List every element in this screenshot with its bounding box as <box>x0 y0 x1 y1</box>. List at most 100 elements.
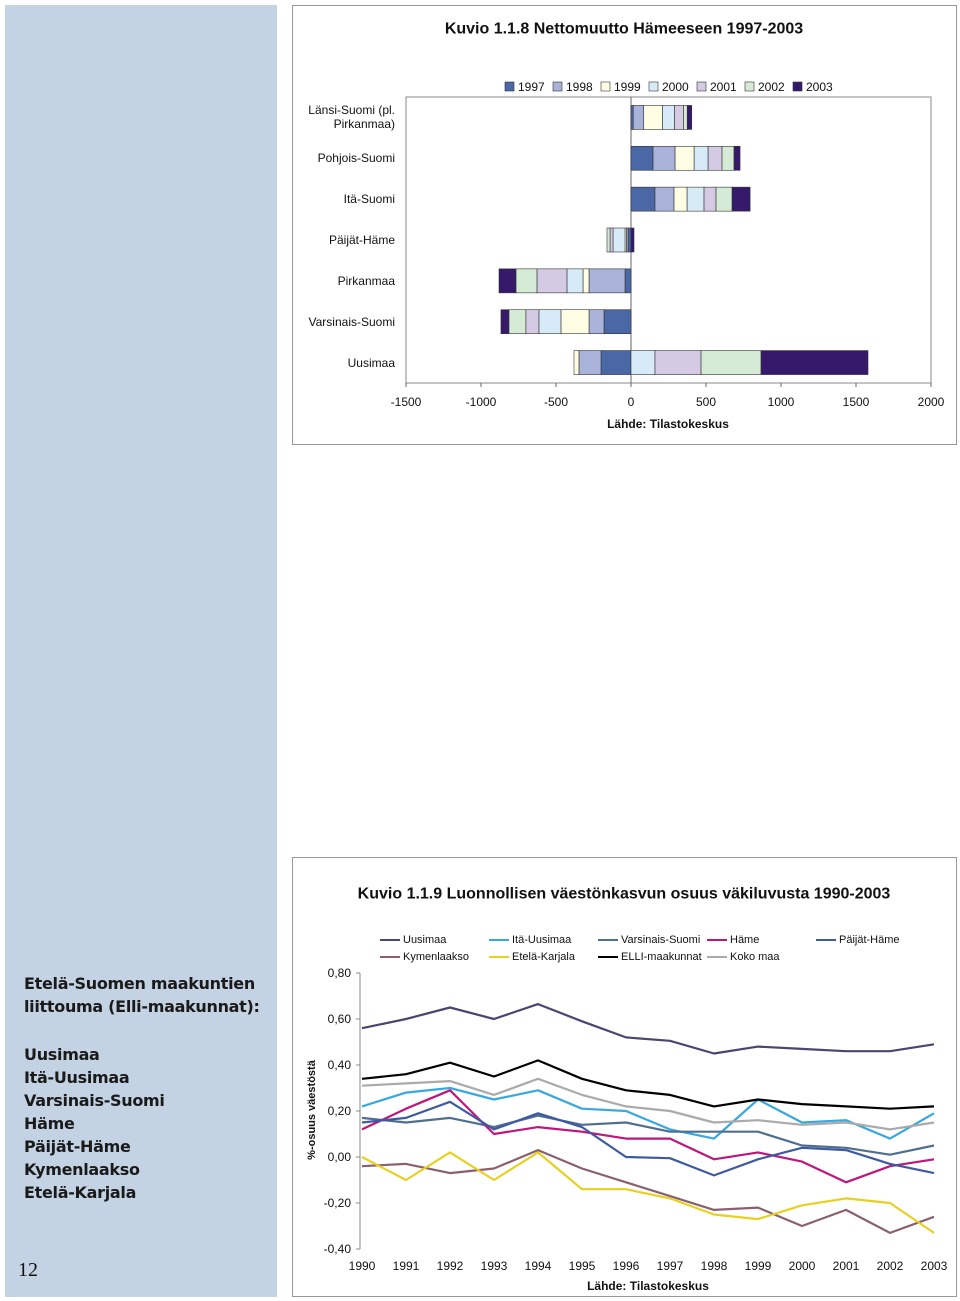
bar-segment <box>627 227 632 253</box>
x-tick-label: 1994 <box>524 1259 552 1273</box>
x-tick-label: 2002 <box>876 1259 904 1273</box>
legend-label: 1999 <box>614 80 641 94</box>
y-tick-label: 0,80 <box>327 966 351 980</box>
legend-label: Varsinais-Suomi <box>621 934 701 946</box>
bar-segment <box>674 105 684 130</box>
x-tick-label: 1992 <box>436 1259 464 1273</box>
bar-segment <box>603 309 632 335</box>
chart-frame <box>292 857 957 1297</box>
x-tick-label: 2000 <box>917 395 945 409</box>
legend-label: 2001 <box>710 80 737 94</box>
bar-segment <box>538 309 562 335</box>
sidebar-item: Etelä-Karjala <box>24 1183 137 1202</box>
series-line <box>361 1149 935 1234</box>
legend-label: 2000 <box>662 80 689 94</box>
source-note: Lähde: Tilastokeskus <box>607 417 729 431</box>
sidebar-list: Uusimaa Itä-Uusimaa Varsinais-Suomi Häme Päi… <box>24 1043 165 1204</box>
x-tick-label: 0 <box>627 395 635 409</box>
y-tick-label: 0,40 <box>327 1058 351 1072</box>
legend-swatch <box>504 81 515 92</box>
y-tick-label: Uusimaa <box>347 355 395 370</box>
bar-segment <box>700 350 762 375</box>
source-note: Lähde: Tilastokeskus <box>587 1279 709 1293</box>
bar-segment <box>632 105 645 130</box>
legend-label: 1998 <box>566 80 593 94</box>
y-tick-label: 0,60 <box>327 1012 351 1026</box>
bar-segment <box>707 145 723 171</box>
y-tick-label: Varsinais-Suomi <box>308 314 395 329</box>
y-axis-label: %-osuus väestöstä <box>306 1060 318 1160</box>
x-tick-label: 1997 <box>656 1259 684 1273</box>
bar-segment <box>760 350 869 375</box>
x-tick-label: 2000 <box>788 1259 816 1273</box>
plot-frame <box>405 96 932 384</box>
legend-label: 2003 <box>806 80 833 94</box>
bar-segment <box>630 105 634 130</box>
x-tick-label: 1995 <box>568 1259 596 1273</box>
series-line <box>361 1059 935 1110</box>
x-tick-label: 1500 <box>842 395 870 409</box>
bar-segment <box>683 105 688 130</box>
bar-segment <box>525 309 540 335</box>
bar-segment <box>731 186 751 212</box>
bar-segment <box>582 268 590 294</box>
series-line <box>361 1089 935 1184</box>
legend-swatch <box>552 81 563 92</box>
bar-segment <box>674 145 695 171</box>
bar-segment <box>654 350 702 375</box>
legend-label: Kymenlaakso <box>403 951 470 963</box>
sidebar-heading: Etelä-Suomen maakuntien liittouma (Elli-… <box>24 974 260 1016</box>
series-line <box>361 1100 935 1177</box>
bar-segment <box>673 186 688 212</box>
bar-segment <box>515 268 538 294</box>
page-number: 12 <box>18 1259 38 1281</box>
x-tick-label: -1000 <box>465 395 497 409</box>
legend-label: 2002 <box>758 80 785 94</box>
y-tick-label: 0,00 <box>327 1150 351 1164</box>
bar-segment <box>573 350 580 375</box>
bar-segment <box>654 186 675 212</box>
y-tick-label: -0,20 <box>323 1196 351 1210</box>
bar-segment <box>652 145 676 171</box>
bar-segment <box>721 145 735 171</box>
series-line <box>361 1077 935 1131</box>
x-tick-label: -1500 <box>390 395 422 409</box>
sidebar-item: Itä-Uusimaa <box>24 1068 130 1087</box>
bar-segment <box>609 227 614 253</box>
legend-label: ELLI-maakunnat <box>621 951 702 963</box>
bar-segment <box>560 309 590 335</box>
bar-segment <box>500 309 510 335</box>
bar-segment <box>588 309 605 335</box>
bar-segment <box>693 145 709 171</box>
bar-segment <box>578 350 602 375</box>
bar-segment <box>703 186 717 212</box>
bar-segment <box>624 268 632 294</box>
y-tick-label: Itä-Suomi <box>343 192 395 207</box>
legend-label: Etelä-Karjala <box>512 951 575 963</box>
sidebar-item: Häme <box>24 1114 75 1133</box>
chart-title: Kuvio 1.1.8 Nettomuutto Hämeeseen 1997-2… <box>444 20 804 38</box>
x-tick-label: -500 <box>543 395 569 409</box>
bar-segment <box>508 309 527 335</box>
bar-segment <box>612 227 626 253</box>
bar-segment <box>715 186 733 212</box>
bar-segment <box>630 350 656 375</box>
legend-swatch <box>696 81 707 92</box>
legend-label: Uusimaa <box>403 934 447 946</box>
legend-swatch <box>648 81 659 92</box>
x-tick-label: 1996 <box>612 1259 640 1273</box>
y-tick-label: Päijät-Häme <box>328 233 395 247</box>
y-tick-label: -0,40 <box>323 1242 351 1256</box>
sidebar-item: Päijät-Häme <box>24 1137 131 1156</box>
chart-title: Kuvio 1.1.9 Luonnollisen väestönkasvun o… <box>357 885 891 903</box>
bar-segment <box>686 105 693 130</box>
series-line <box>361 1151 935 1234</box>
sidebar-panel <box>5 5 277 1297</box>
bar-segment <box>630 186 656 212</box>
series-line <box>361 1114 935 1156</box>
y-tick-label: 0,20 <box>327 1104 351 1118</box>
x-tick-label: 1991 <box>392 1259 420 1273</box>
sidebar-item: Kymenlaakso <box>24 1160 140 1179</box>
x-tick-label: 500 <box>695 395 717 409</box>
